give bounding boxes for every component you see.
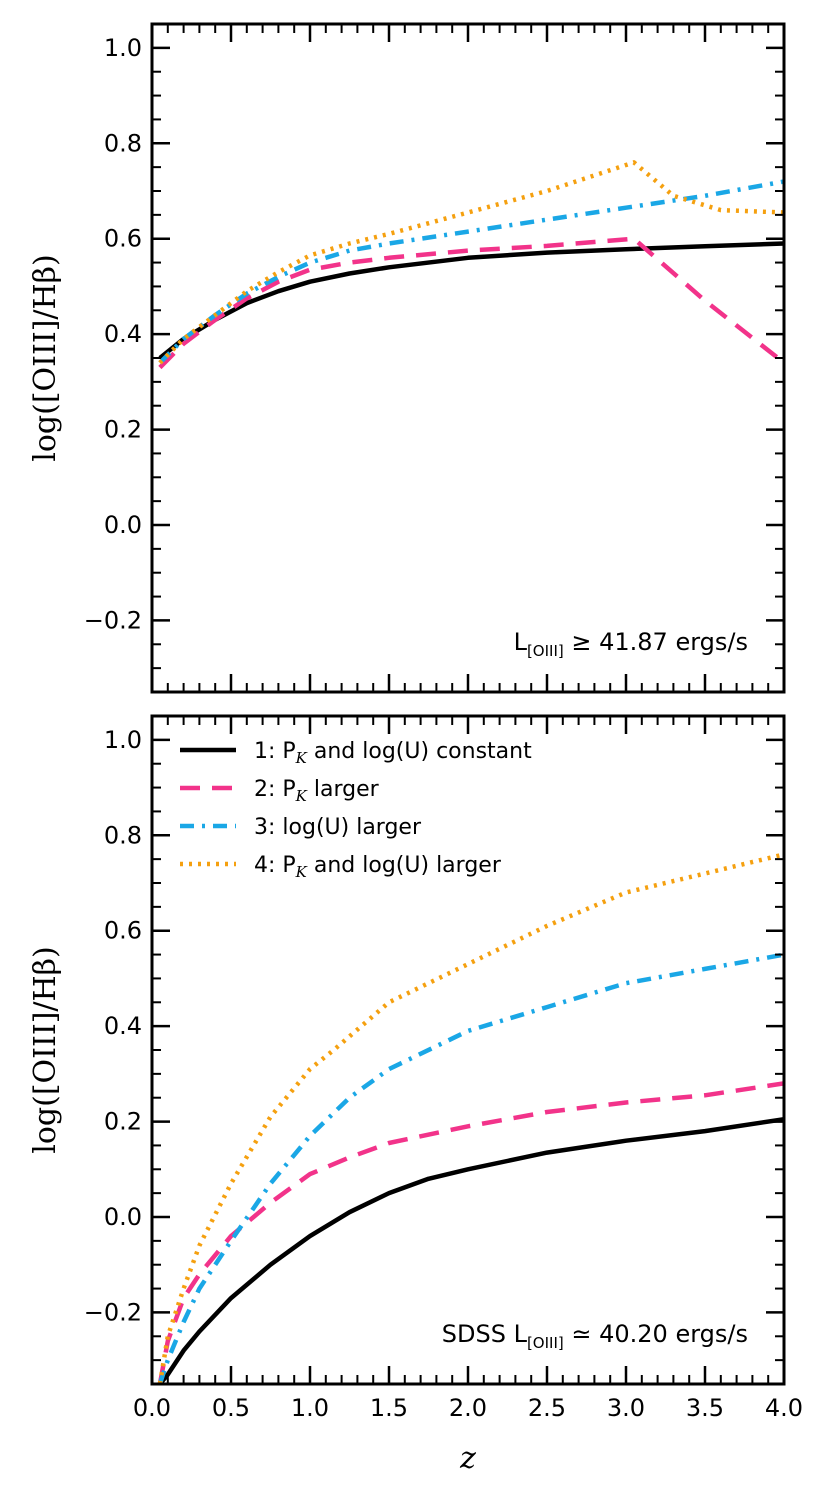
y-tick-label: −0.2 bbox=[84, 606, 142, 634]
y-tick-label: 0.4 bbox=[104, 1012, 142, 1040]
x-tick-label: 1.5 bbox=[370, 1394, 408, 1422]
panel-annotation: SDSS L[OIII] ≃ 40.20 ergs/s bbox=[442, 1320, 748, 1352]
x-axis-label: z bbox=[459, 1441, 476, 1476]
y-axis-label: log([OIII]/Hβ) bbox=[28, 946, 63, 1153]
y-tick-label: 0.8 bbox=[104, 821, 142, 849]
y-tick-label: 1.0 bbox=[104, 726, 142, 754]
x-tick-label: 3.5 bbox=[686, 1394, 724, 1422]
legend: 1: PK and log(U) constant 2: PK larger 3: … bbox=[180, 739, 532, 881]
y-axis-label: log([OIII]/Hβ) bbox=[28, 254, 63, 461]
y-tick-label: 0.0 bbox=[104, 511, 142, 539]
series-line-s2-bottom bbox=[157, 1081, 784, 1384]
y-tick-label: 0.2 bbox=[104, 416, 142, 444]
x-tick-label: 0.0 bbox=[133, 1394, 171, 1422]
panel-top: 1.0 0.8 0.6 0.4 0.2 0.0 −0.2 log([OIII]/Hβ) L[OI… bbox=[28, 22, 786, 694]
legend-label-s2: 2: PK larger bbox=[254, 777, 380, 805]
series-line-s1-bottom bbox=[158, 1116, 784, 1384]
y-tick-label: −0.2 bbox=[84, 1298, 142, 1326]
y-tick-label: 0.6 bbox=[104, 917, 142, 945]
series-line-s1-top bbox=[158, 241, 784, 360]
x-tick-label: 2.5 bbox=[528, 1394, 566, 1422]
x-tick-label: 2.0 bbox=[449, 1394, 487, 1422]
panel-annotation: L[OIII] ≥ 41.87 ergs/s bbox=[514, 628, 748, 660]
x-tick-label: 4.0 bbox=[765, 1394, 803, 1422]
series-line-s4-top bbox=[158, 160, 784, 365]
x-tick-label: 3.0 bbox=[607, 1394, 645, 1422]
panel-bottom: 1.0 0.8 0.6 0.4 0.2 0.0 −0.2 0.0 0.5 1.0 1.5 2.0 2.5… bbox=[28, 714, 803, 1476]
y-tick-label: 1.0 bbox=[104, 34, 142, 62]
series-line-s3-bottom bbox=[157, 952, 784, 1384]
y-tick-label: 0.8 bbox=[104, 129, 142, 157]
x-tick-label: 1.0 bbox=[291, 1394, 329, 1422]
y-tick-label: 0.0 bbox=[104, 1203, 142, 1231]
x-tick-label: 0.5 bbox=[212, 1394, 250, 1422]
series-line-s4-bottom bbox=[157, 852, 784, 1384]
y-tick-label: 0.2 bbox=[104, 1108, 142, 1136]
legend-label-s4: 4: PK and log(U) larger bbox=[254, 853, 502, 881]
plot-frame-top bbox=[150, 22, 786, 694]
legend-label-s3: 3: log(U) larger bbox=[254, 815, 422, 840]
series-line-s3-top bbox=[158, 179, 784, 365]
legend-label-s1: 1: PK and log(U) constant bbox=[254, 739, 532, 767]
y-tick-label: 0.4 bbox=[104, 320, 142, 348]
series-line-s2-top bbox=[158, 236, 784, 370]
y-tick-label: 0.6 bbox=[104, 225, 142, 253]
